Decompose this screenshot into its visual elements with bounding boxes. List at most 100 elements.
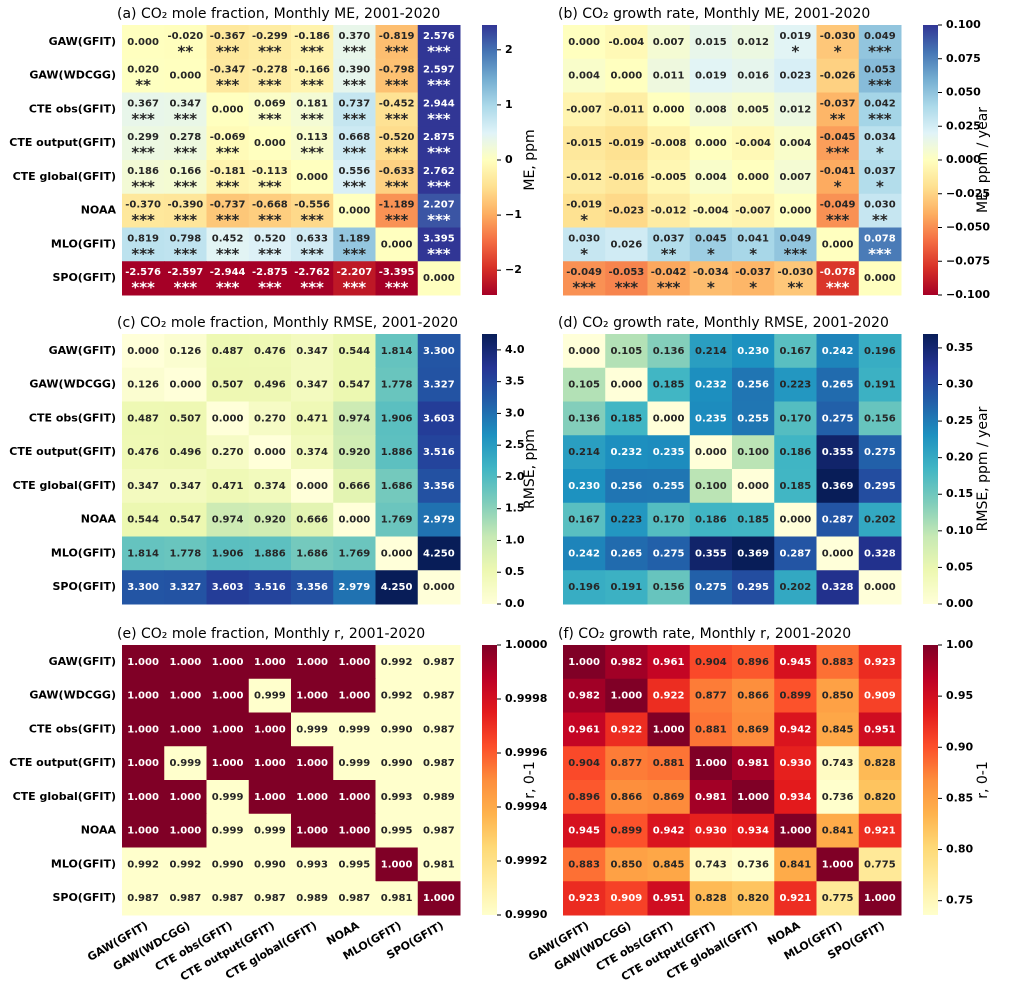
colorbar <box>923 334 938 604</box>
cell-value-label: 0.242 <box>568 548 600 559</box>
heatmap-cell <box>689 367 733 402</box>
cell-value-label: 0.053 <box>864 65 896 76</box>
heatmap-cell <box>563 193 606 228</box>
heatmap-cell <box>248 334 292 369</box>
heatmap-cell <box>375 712 419 747</box>
heatmap-cell <box>816 193 860 228</box>
y-tick-label: CTE obs(GFIT) <box>29 722 116 735</box>
cell-value-label: -0.370 <box>125 200 161 211</box>
significance-stars: *** <box>657 279 681 297</box>
cell-value-label: 0.037 <box>864 166 896 177</box>
heatmap-cell <box>605 334 648 369</box>
heatmap-cell <box>732 367 775 402</box>
y-tick-label: GAW(GFIT) <box>49 344 116 357</box>
cell-value-label: 3.603 <box>212 582 244 593</box>
cell-value-label: 0.030 <box>864 200 896 211</box>
cell-value-label: 0.909 <box>864 691 896 702</box>
colorbar <box>923 645 938 915</box>
heatmap-cell <box>206 847 250 882</box>
cell-value-label: 0.232 <box>695 380 727 391</box>
heatmap-cell <box>732 536 775 571</box>
colorbar-tick-label: 0.20 <box>946 451 973 464</box>
heatmap-cell <box>774 469 817 504</box>
cell-value-label: 0.471 <box>212 481 244 492</box>
heatmap-cell <box>417 92 461 127</box>
heatmap-cell <box>248 367 292 402</box>
cell-value-label: -0.005 <box>651 172 687 183</box>
colorbar-label: r, 0-1 <box>975 761 991 799</box>
cell-value-label: 0.841 <box>780 859 812 870</box>
heatmap-cell <box>774 261 817 296</box>
y-tick-label: GAW(GFIT) <box>49 35 116 48</box>
heatmap-cell <box>248 813 292 848</box>
significance-stars: * <box>834 42 842 60</box>
heatmap-cell <box>689 92 733 127</box>
heatmap-cell <box>563 570 606 605</box>
cell-value-label: -3.395 <box>379 267 415 278</box>
panel-title: (d) CO₂ growth rate, Monthly RMSE, 2001-… <box>558 315 889 331</box>
heatmap-cell <box>732 678 775 713</box>
cell-value-label: 1.000 <box>212 758 244 769</box>
heatmap-cell <box>774 645 817 680</box>
heatmap-cell <box>689 502 733 537</box>
cell-value-label: -0.037 <box>820 98 856 109</box>
colorbar-tick-label: 0.9994 <box>505 800 548 813</box>
cell-value-label: 0.196 <box>864 346 896 357</box>
heatmap-cell <box>206 712 250 747</box>
cell-value-label: 3.395 <box>423 233 455 244</box>
heatmap-cell <box>732 126 775 161</box>
cell-value-label: 0.989 <box>296 893 328 904</box>
cell-value-label: 0.000 <box>254 447 286 458</box>
cell-value-label: 0.992 <box>170 859 202 870</box>
heatmap-cell <box>732 881 775 916</box>
cell-value-label: 2.875 <box>423 132 455 143</box>
heatmap-cell <box>732 58 775 93</box>
cell-value-label: 0.235 <box>695 413 727 424</box>
heatmap-cell <box>858 435 902 470</box>
cell-value-label: 0.000 <box>822 548 854 559</box>
cell-value-label: 0.105 <box>568 380 600 391</box>
heatmap-cell <box>417 25 461 60</box>
heatmap-cell <box>816 712 860 747</box>
cell-value-label: 0.265 <box>822 380 854 391</box>
heatmap-cell <box>417 780 461 815</box>
significance-stars: * <box>749 279 757 297</box>
colorbar-tick-label: 0.30 <box>946 377 973 390</box>
heatmap-cell <box>206 645 250 680</box>
significance-stars: *** <box>385 211 409 229</box>
significance-stars: *** <box>174 245 198 263</box>
cell-value-label: 0.496 <box>170 447 202 458</box>
significance-stars: *** <box>216 211 240 229</box>
cell-value-label: 0.041 <box>737 233 769 244</box>
heatmap-cell <box>732 435 775 470</box>
cell-value-label: 0.287 <box>822 515 854 526</box>
colorbar-tick-label: 0.25 <box>946 414 973 427</box>
cell-value-label: 0.185 <box>611 413 643 424</box>
heatmap-cell <box>164 570 207 605</box>
heatmap-cell <box>605 645 648 680</box>
cell-value-label: 0.242 <box>822 346 854 357</box>
cell-value-label: 0.476 <box>254 346 286 357</box>
significance-stars: *** <box>300 110 324 128</box>
cell-value-label: 0.869 <box>653 792 685 803</box>
heatmap-cell <box>122 227 165 262</box>
significance-stars: *** <box>258 110 282 128</box>
heatmap-cell <box>122 570 165 605</box>
cell-value-label: -0.034 <box>693 267 729 278</box>
cell-value-label: 0.181 <box>296 98 328 109</box>
colorbar-tick-label: 1.0 <box>505 533 525 546</box>
cell-value-label: 0.896 <box>568 792 600 803</box>
significance-stars: *** <box>385 110 409 128</box>
cell-value-label: 0.923 <box>568 893 600 904</box>
heatmap-cell <box>774 536 817 571</box>
heatmap-cell <box>248 227 292 262</box>
cell-value-label: 0.942 <box>653 826 685 837</box>
colorbar-tick-label: 0.10 <box>946 524 973 537</box>
cell-value-label: -0.023 <box>608 206 644 217</box>
cell-value-label: 0.845 <box>653 859 685 870</box>
cell-value-label: 2.944 <box>423 98 455 109</box>
significance-stars: *** <box>826 279 850 297</box>
cell-value-label: 0.156 <box>864 413 896 424</box>
heatmap-cell <box>333 502 376 537</box>
cell-value-label: 0.347 <box>170 481 202 492</box>
